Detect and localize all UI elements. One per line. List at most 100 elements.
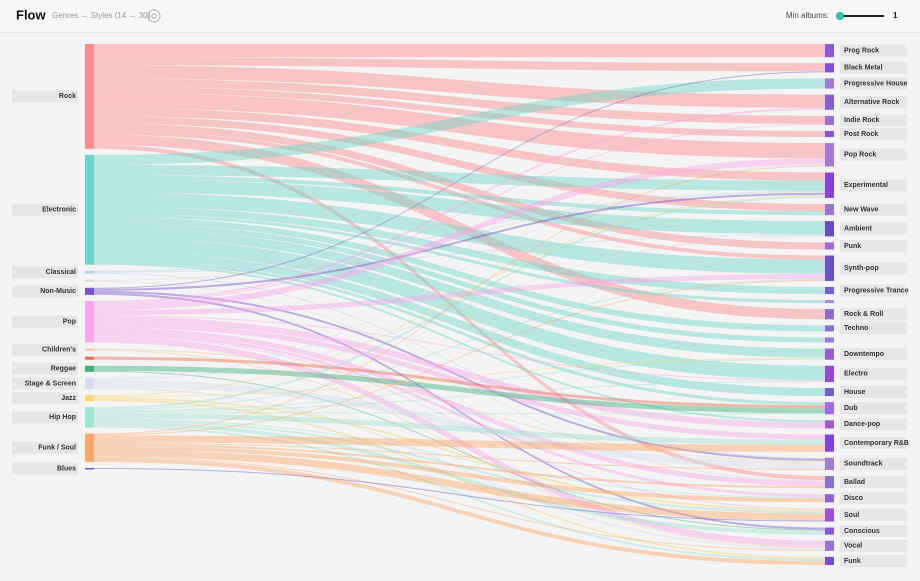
source-node [85, 279, 94, 282]
target-label: Techno [844, 325, 868, 332]
link [94, 279, 825, 436]
link [94, 399, 825, 559]
target-label-box [840, 437, 907, 450]
target-node [825, 300, 834, 304]
target-label-box [840, 322, 907, 335]
link [94, 191, 825, 281]
title: Flow [16, 7, 46, 22]
source-label-box [12, 203, 78, 216]
target-label: Dub [844, 405, 858, 412]
source-label-box [12, 266, 78, 279]
source-label: Classical [46, 269, 76, 276]
target-node [825, 143, 834, 167]
target-node [825, 457, 834, 470]
target-label: Progressive Trance [844, 287, 909, 294]
target-label: New Wave [844, 206, 878, 213]
source-label: Funk / Soul [38, 445, 76, 452]
link [94, 71, 825, 289]
slider-knob[interactable] [836, 12, 844, 20]
target-label-box [840, 554, 907, 567]
target-label: House [844, 389, 866, 396]
link [94, 418, 825, 499]
target-label: Black Metal [844, 65, 883, 72]
target-label-box [840, 386, 907, 399]
target-node [825, 527, 834, 535]
target-node [825, 242, 834, 250]
target-label: Experimental [844, 182, 888, 189]
link [94, 413, 825, 445]
target-node [825, 309, 834, 320]
target-label-box [840, 239, 907, 252]
target-label: Progressive House [844, 80, 908, 87]
link [94, 358, 825, 412]
source-node [85, 44, 94, 149]
source-node [85, 287, 94, 295]
source-label: Hip Hop [49, 414, 76, 421]
source-label: Jazz [61, 395, 76, 402]
subtitle: Genres → Styles (14 → 30) [52, 11, 151, 20]
link [94, 332, 825, 498]
link [94, 425, 825, 561]
settings-button[interactable] [147, 9, 161, 23]
target-label-box [840, 148, 907, 161]
link [94, 456, 825, 551]
min-albums-value: 1 [893, 11, 898, 20]
target-label: Soul [844, 512, 859, 519]
target-label-box [840, 44, 907, 57]
link [94, 57, 825, 72]
target-label: Pop Rock [844, 152, 876, 159]
target-label-box [840, 262, 907, 275]
source-node [85, 365, 94, 372]
source-node [85, 348, 94, 351]
link [94, 349, 825, 548]
link [94, 251, 825, 397]
link [94, 327, 825, 487]
source-node [85, 154, 94, 265]
link [94, 86, 825, 138]
link [94, 280, 825, 482]
target-label: Indie Rock [844, 117, 880, 124]
target-label: Funk [844, 558, 861, 565]
target-label-box [840, 179, 907, 192]
target-label: Dance-pop [844, 421, 880, 428]
source-node [85, 300, 94, 343]
link [94, 356, 825, 409]
link [94, 316, 825, 429]
target-node [825, 420, 834, 429]
source-label: Pop [63, 319, 76, 326]
link [94, 467, 825, 522]
source-node [85, 356, 94, 360]
source-label: Non-Music [40, 288, 76, 295]
target-label-box [840, 96, 907, 109]
target-node [825, 286, 834, 295]
link [94, 386, 825, 550]
link [94, 397, 825, 512]
link [94, 158, 825, 311]
header-bar [0, 0, 920, 32]
link [94, 190, 825, 272]
link [94, 192, 825, 291]
source-node [85, 377, 94, 390]
target-node [825, 475, 834, 489]
target-label: Electro [844, 371, 868, 378]
link [94, 116, 825, 212]
source-node [85, 407, 94, 428]
links [94, 44, 825, 565]
link [94, 272, 825, 459]
source-label-box [12, 411, 78, 424]
link [94, 108, 825, 181]
link [94, 216, 825, 332]
link [94, 357, 825, 398]
source-label-box [12, 285, 78, 298]
target-label: Downtempo [844, 351, 884, 358]
source-node [85, 433, 94, 462]
target-label-box [840, 114, 907, 127]
target-node [825, 540, 834, 551]
target-node [825, 387, 834, 397]
target-label-box [840, 284, 907, 297]
target-node [825, 94, 834, 110]
source-label-box [12, 441, 78, 454]
source-label-box [12, 343, 78, 356]
source-label-box [12, 362, 78, 375]
link [94, 421, 825, 535]
